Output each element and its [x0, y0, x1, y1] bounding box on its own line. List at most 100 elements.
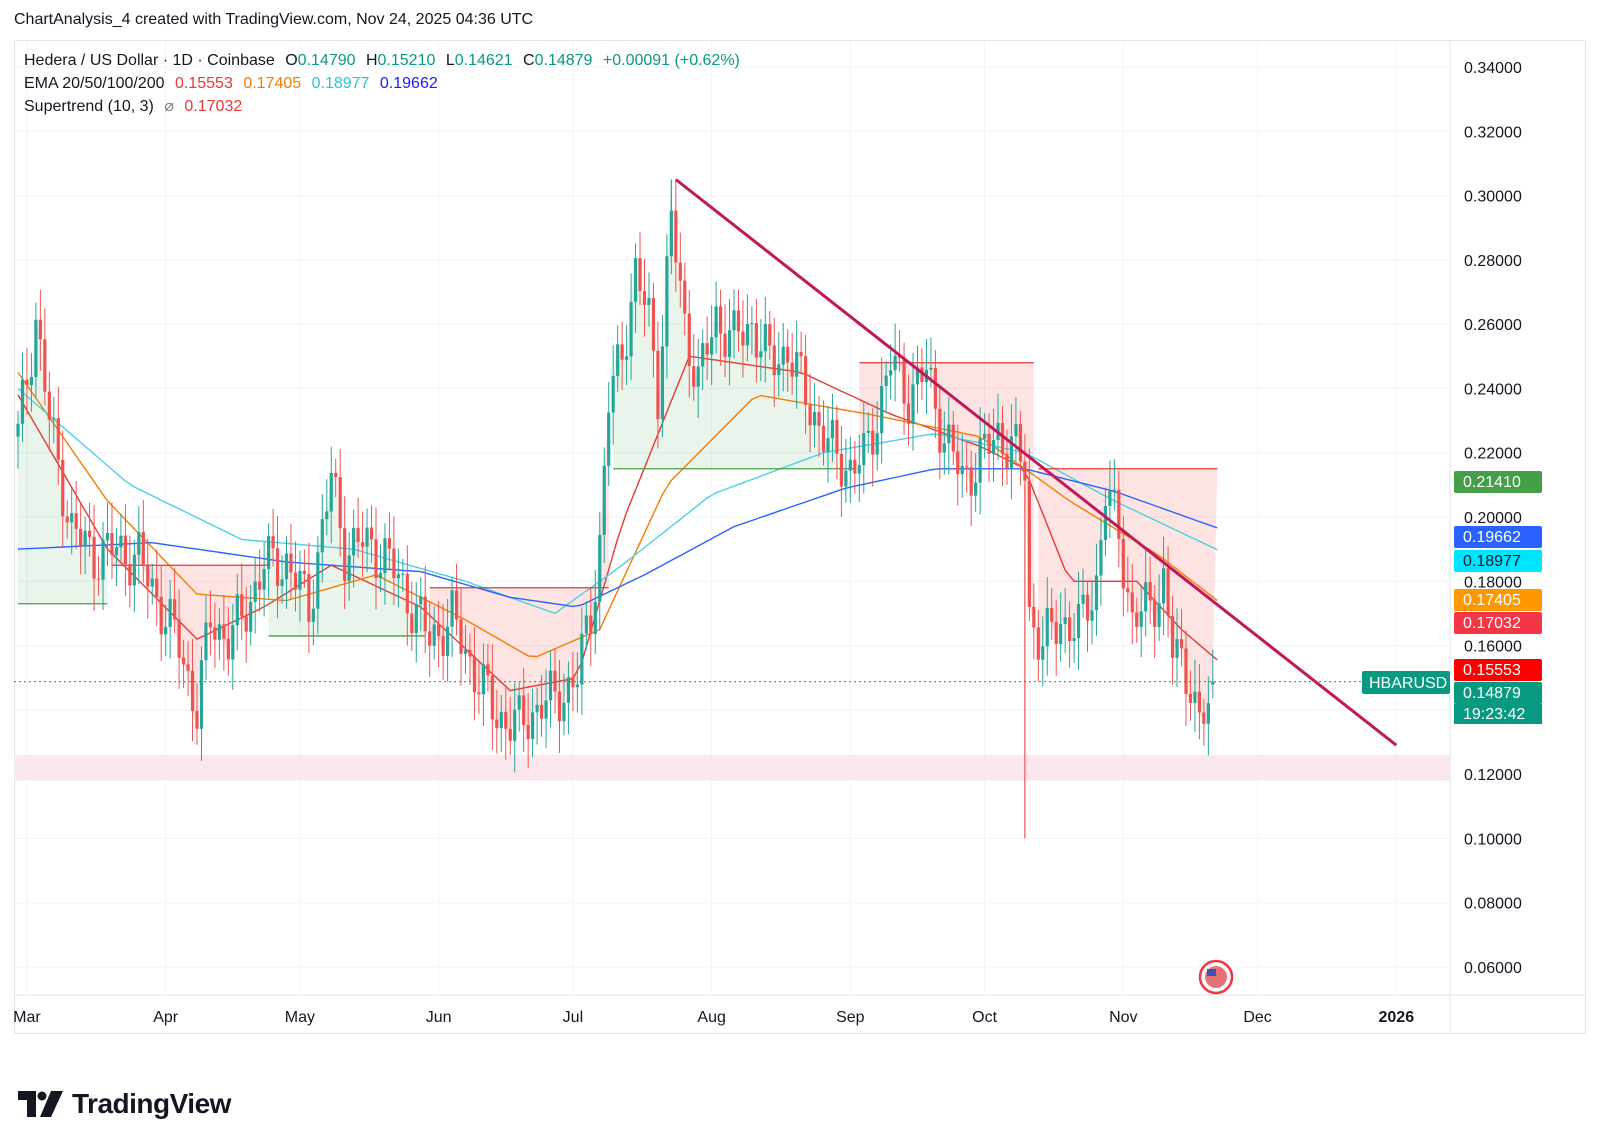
candle-body — [123, 535, 127, 565]
candle-body — [956, 451, 960, 475]
candle-body — [1068, 617, 1072, 642]
candle-body — [763, 324, 767, 352]
grid — [14, 40, 1586, 1034]
candle-body — [1072, 638, 1076, 642]
descending-trendline — [674, 178, 1398, 747]
candle-body — [1103, 506, 1108, 541]
candle-body — [38, 319, 42, 340]
candle-body — [589, 615, 593, 635]
candle — [593, 570, 597, 655]
candle — [454, 563, 459, 636]
candle — [110, 502, 114, 579]
y-tick-label: 0.34000 — [1464, 60, 1522, 77]
candle — [280, 555, 284, 604]
candle-body — [1059, 623, 1063, 644]
candle — [535, 687, 539, 745]
candle — [1059, 592, 1063, 662]
candle-body — [1184, 648, 1188, 694]
candle-body — [781, 346, 785, 365]
candle-body — [1090, 610, 1094, 621]
candle — [1041, 616, 1045, 687]
candle-body — [195, 710, 199, 729]
candle-body — [593, 601, 597, 635]
chart-frame[interactable]: 0.34000 0.32000 0.30000 0.28000 0.26000 0.240… — [13, 40, 1586, 1058]
legend-ema-label[interactable]: EMA 20/50/100/200 — [24, 75, 165, 92]
candle — [414, 582, 418, 663]
candle-body — [468, 649, 472, 657]
candle-body — [1108, 490, 1112, 507]
candle — [808, 373, 812, 453]
candle — [1197, 664, 1201, 740]
candle-body — [155, 578, 159, 597]
candle — [1076, 571, 1081, 670]
candle-body — [517, 695, 521, 710]
candle-body — [1166, 568, 1170, 616]
x-tick-label: Jun — [426, 1009, 452, 1026]
candle — [544, 669, 548, 749]
candle — [405, 545, 409, 646]
candle — [79, 502, 83, 575]
candle — [942, 411, 946, 475]
candle-body — [396, 574, 400, 579]
candle-body — [105, 533, 110, 541]
axes: 0.34000 0.32000 0.30000 0.28000 0.26000 0.240… — [13, 60, 1522, 1026]
candle — [262, 541, 266, 617]
candle-body — [401, 573, 405, 575]
tradingview-logo[interactable]: TradingView — [18, 1088, 231, 1120]
candle-body — [611, 375, 615, 413]
candle-body — [352, 527, 356, 556]
candle-body — [759, 351, 763, 358]
x-tick-label: Jul — [563, 1009, 583, 1026]
candle-body — [736, 310, 741, 332]
candle — [571, 652, 575, 711]
candle — [701, 329, 705, 391]
candle-body — [683, 280, 687, 314]
candle — [419, 577, 423, 632]
candle-body — [1027, 480, 1031, 607]
candle — [830, 393, 835, 462]
price-label-text: 0.21410 — [1463, 474, 1521, 491]
candle-body — [727, 330, 732, 357]
candle — [65, 500, 69, 539]
candle-body — [47, 391, 51, 420]
candle-body — [490, 675, 494, 720]
candle — [750, 306, 754, 355]
candle — [356, 497, 360, 558]
candle-body — [548, 670, 553, 701]
candle — [821, 400, 826, 466]
candle-body — [1162, 568, 1166, 604]
candle — [710, 305, 714, 385]
candle — [92, 504, 96, 611]
candle-body — [1130, 592, 1134, 613]
legend-st-label[interactable]: Supertrend (10, 3) — [24, 98, 154, 115]
candle-body — [580, 633, 584, 685]
candle-body — [974, 482, 978, 496]
candle-body — [969, 467, 973, 496]
candle — [369, 505, 374, 564]
candle-body — [16, 423, 20, 437]
candle — [105, 502, 110, 566]
candle-body — [423, 596, 427, 632]
wick-spikes — [670, 179, 1026, 839]
candle — [293, 541, 298, 612]
candle-body — [723, 333, 727, 357]
candle-body — [1117, 489, 1121, 539]
candle — [790, 332, 794, 395]
candle — [1045, 576, 1049, 676]
candle — [727, 298, 732, 386]
candle — [177, 589, 181, 689]
candle-body — [61, 459, 65, 517]
candle-body — [365, 527, 369, 547]
candle-body — [1009, 436, 1014, 469]
candle-body — [575, 684, 579, 688]
legend-symbol[interactable]: Hedera / US Dollar · 1D · Coinbase — [24, 52, 275, 69]
candle-body — [446, 626, 450, 657]
x-tick-label: 2026 — [1379, 1009, 1415, 1026]
price-label-text: 0.14879 — [1463, 685, 1521, 702]
price-chart[interactable]: 0.34000 0.32000 0.30000 0.28000 0.26000 0.240… — [13, 40, 1586, 1058]
candle — [437, 601, 441, 668]
candle-body — [173, 599, 177, 620]
candle — [463, 625, 468, 674]
x-tick-label: Nov — [1109, 1009, 1137, 1026]
y-tick-label: 0.28000 — [1464, 253, 1522, 270]
